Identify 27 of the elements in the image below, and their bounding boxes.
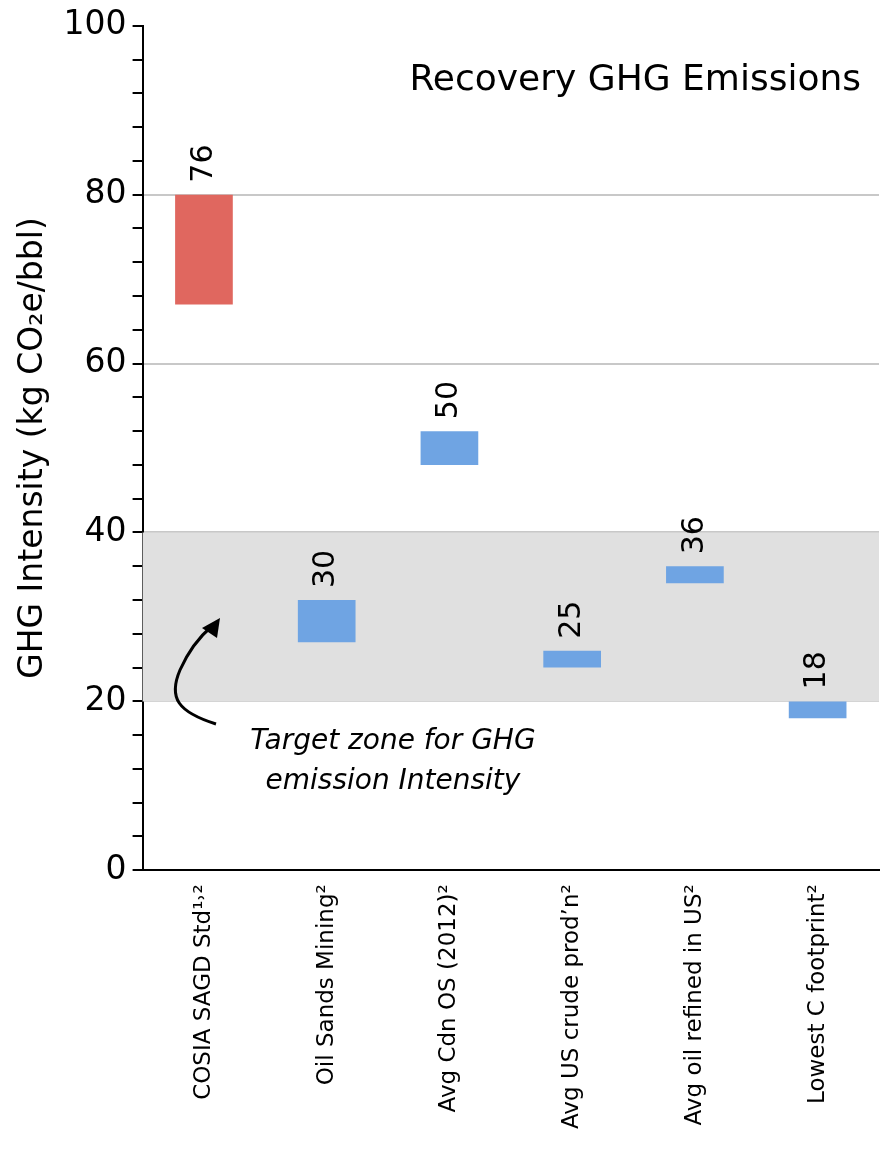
bar	[666, 566, 724, 584]
bar	[543, 650, 601, 668]
x-tick-label: Avg US crude prod’n²	[557, 884, 584, 1130]
x-tick-label: Lowest C footprint²	[802, 884, 829, 1104]
y-tick-label: 0	[105, 847, 127, 887]
annotation: 50	[429, 380, 465, 420]
annotation: 76	[183, 144, 219, 183]
x-tick-label: Avg oil refined in US²	[679, 884, 706, 1126]
annotation: 30	[306, 549, 342, 589]
text: Recovery GHG Emissions	[409, 57, 861, 99]
bar	[420, 431, 479, 465]
band-label: Target zone for GHG emission Intensity	[250, 722, 536, 796]
x-tick-label: Oil Sands Mining²	[311, 884, 338, 1086]
y-tick-label: 60	[84, 341, 127, 381]
y-tick-label: 20	[84, 678, 127, 718]
x-tick-label: COSIA SAGD Std¹˒²	[188, 884, 215, 1100]
y-axis-title: GHG Intensity (kg CO₂e/bbl)	[11, 217, 51, 679]
y-tick-label: 40	[84, 510, 127, 550]
annotation: 25	[551, 600, 587, 639]
bar	[297, 600, 356, 643]
annotation: 18	[797, 651, 833, 690]
annotation: 36	[674, 516, 710, 555]
y-tick-label: 80	[84, 172, 127, 212]
bar	[788, 701, 847, 719]
bar	[175, 194, 233, 305]
y-tick-label: 100	[63, 3, 127, 43]
x-tick-label: Avg Cdn OS (2012)²	[434, 884, 461, 1113]
